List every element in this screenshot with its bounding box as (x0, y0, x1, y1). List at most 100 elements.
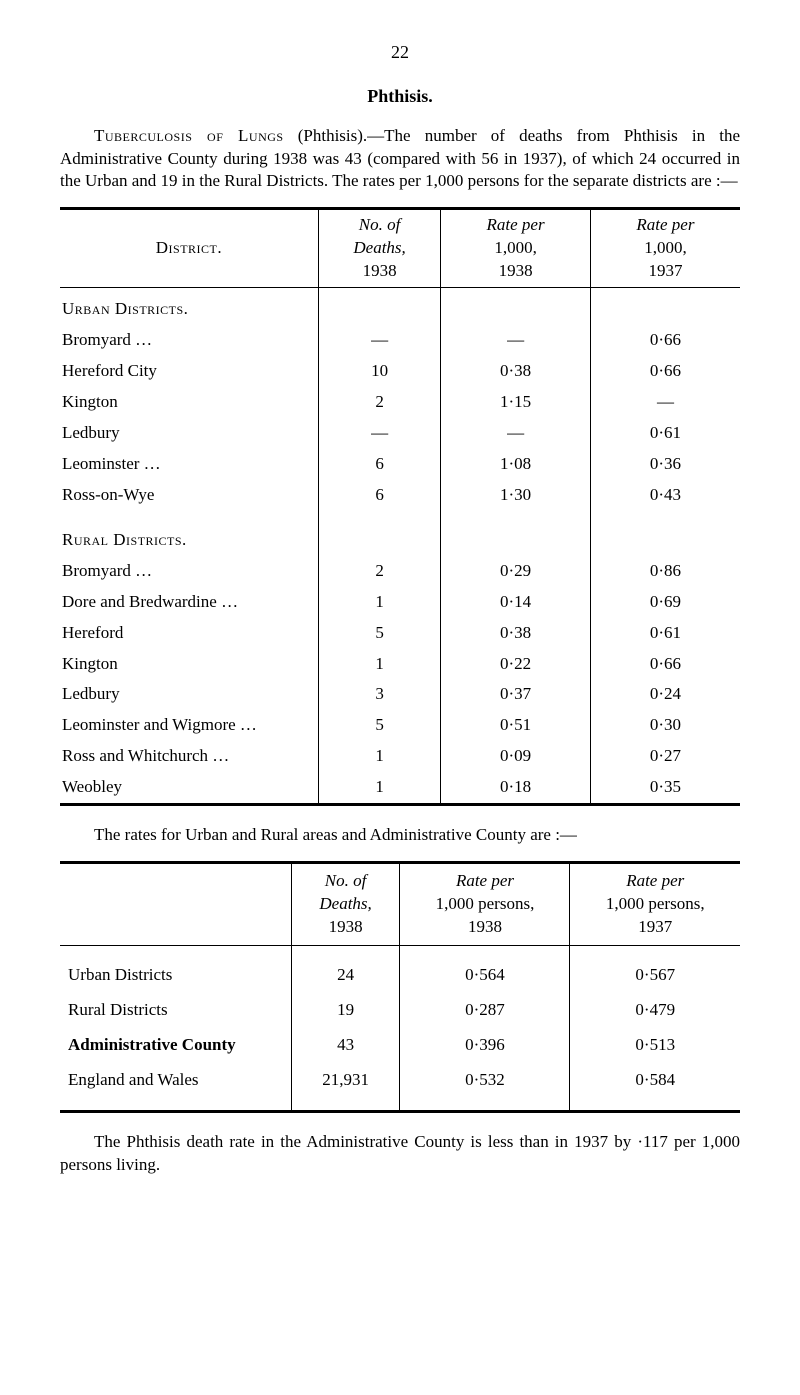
table-row: Ledbury30·370·24 (60, 679, 740, 710)
cell-value: 0·86 (590, 556, 740, 587)
cell-value: 1 (318, 772, 440, 804)
cell-value: 0·29 (441, 556, 591, 587)
district-name: Ross and Whitchurch … (60, 741, 318, 772)
h2-c2-l1: Rate per (456, 871, 514, 890)
cell-value: 0·27 (590, 741, 740, 772)
intro-paragraph: Tuberculosis of Lungs (Phthisis).—The nu… (60, 125, 740, 194)
h-rate2-l1: Rate per (636, 215, 694, 234)
cell-value: 0·35 (590, 772, 740, 804)
table-row: Leominster …61·080·36 (60, 449, 740, 480)
table-row: Ross and Whitchurch …10·090·27 (60, 741, 740, 772)
district-name: Kington (60, 387, 318, 418)
empty-cell (590, 519, 740, 556)
table-row: Ledbury——0·61 (60, 418, 740, 449)
table-row: Hereford City100·380·66 (60, 356, 740, 387)
cell-value: 0·69 (590, 587, 740, 618)
empty-cell (441, 288, 591, 325)
table-row: Kington10·220·66 (60, 649, 740, 680)
cell-value: 6 (318, 449, 440, 480)
h2-c1-l3: 1938 (329, 917, 363, 936)
cell-value: 0·396 (400, 1028, 570, 1063)
cell-value: 0·61 (590, 418, 740, 449)
cell-value: — (590, 387, 740, 418)
table-header-row: District. No. of Deaths, 1938 Rate per 1… (60, 209, 740, 288)
col-district: District. (60, 209, 318, 288)
cell-value: 0·22 (441, 649, 591, 680)
cell-value: 1 (318, 587, 440, 618)
district-name: Bromyard … (60, 556, 318, 587)
districts-table: District. No. of Deaths, 1938 Rate per 1… (60, 207, 740, 806)
district-name: Kington (60, 649, 318, 680)
cell-value: 0·479 (570, 993, 740, 1028)
table-row: Urban Districts240·5640·567 (60, 958, 740, 993)
col-rate1937: Rate per 1,000, 1937 (590, 209, 740, 288)
cell-value: 0·51 (441, 710, 591, 741)
h-rate1-l1: Rate per (487, 215, 545, 234)
h2-c3-l3: 1937 (638, 917, 672, 936)
col2-rate1937: Rate per 1,000 persons, 1937 (570, 863, 740, 946)
cell-value: 0·532 (400, 1063, 570, 1098)
area-name: Administrative County (60, 1028, 291, 1063)
intro-smallcaps: Tuberculosis of Lungs (94, 126, 284, 145)
cell-value: 0·564 (400, 958, 570, 993)
subhead-label: Rural Districts. (60, 519, 318, 556)
cell-value: 19 (291, 993, 400, 1028)
col-rate1938: Rate per 1,000, 1938 (441, 209, 591, 288)
cell-value: 0·38 (441, 356, 591, 387)
h-deaths-l1: No. of (359, 215, 401, 234)
summary-table: No. of Deaths, 1938 Rate per 1,000 perso… (60, 861, 740, 1113)
empty-cell (590, 288, 740, 325)
district-name: Dore and Bredwardine … (60, 587, 318, 618)
cell-value: 0·36 (590, 449, 740, 480)
table-subhead: Urban Districts. (60, 288, 740, 325)
spacer-row (60, 945, 740, 958)
h-deaths-l2: Deaths, (353, 238, 405, 257)
table-subhead: Rural Districts. (60, 519, 740, 556)
table-row: Leominster and Wigmore …50·510·30 (60, 710, 740, 741)
cell-value: 0·66 (590, 649, 740, 680)
col2-rate1938: Rate per 1,000 persons, 1938 (400, 863, 570, 946)
district-header: District. (156, 238, 222, 257)
cell-value: 6 (318, 480, 440, 511)
cell-value: — (441, 325, 591, 356)
cell-value: 0·30 (590, 710, 740, 741)
h-rate1-l3: 1938 (499, 261, 533, 280)
table-row: Bromyard …20·290·86 (60, 556, 740, 587)
page-number: 22 (60, 40, 740, 64)
cell-value: 2 (318, 556, 440, 587)
h-rate2-l3: 1937 (648, 261, 682, 280)
district-name: Ledbury (60, 679, 318, 710)
cell-value: 0·66 (590, 356, 740, 387)
col-blank (60, 863, 291, 946)
h-rate1-l2: 1,000, (494, 238, 537, 257)
table-row: Rural Districts190·2870·479 (60, 993, 740, 1028)
cell-value: 1 (318, 649, 440, 680)
cell-value: 2 (318, 387, 440, 418)
spacer-row (60, 511, 740, 519)
cell-value: 0·38 (441, 618, 591, 649)
cell-value: 10 (318, 356, 440, 387)
cell-value: 0·24 (590, 679, 740, 710)
district-name: Weobley (60, 772, 318, 804)
cell-value: 24 (291, 958, 400, 993)
area-name: Urban Districts (60, 958, 291, 993)
cell-value: 43 (291, 1028, 400, 1063)
cell-value: 0·14 (441, 587, 591, 618)
empty-cell (441, 519, 591, 556)
cell-value: 0·513 (570, 1028, 740, 1063)
table-row: England and Wales21,9310·5320·584 (60, 1063, 740, 1098)
subhead-label: Urban Districts. (60, 288, 318, 325)
table2-header-row: No. of Deaths, 1938 Rate per 1,000 perso… (60, 863, 740, 946)
cell-value: 0·43 (590, 480, 740, 511)
table-row: Dore and Bredwardine …10·140·69 (60, 587, 740, 618)
cell-value: 5 (318, 618, 440, 649)
area-name: England and Wales (60, 1063, 291, 1098)
table-row: Hereford50·380·61 (60, 618, 740, 649)
h2-c1-l2: Deaths, (319, 894, 371, 913)
cell-value: 0·584 (570, 1063, 740, 1098)
cell-value: 21,931 (291, 1063, 400, 1098)
district-name: Leominster … (60, 449, 318, 480)
h-deaths-l3: 1938 (363, 261, 397, 280)
district-name: Bromyard … (60, 325, 318, 356)
cell-value: 0·37 (441, 679, 591, 710)
